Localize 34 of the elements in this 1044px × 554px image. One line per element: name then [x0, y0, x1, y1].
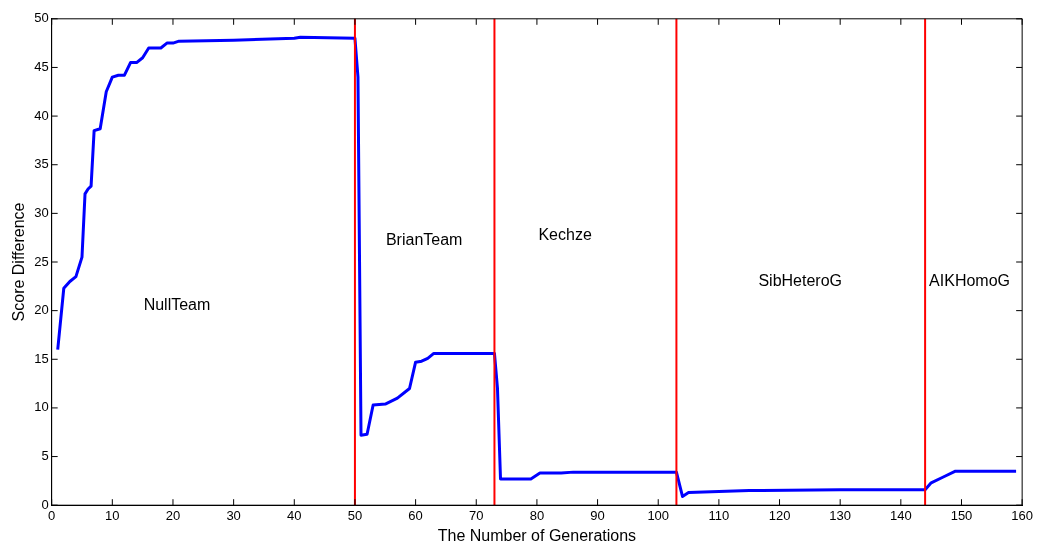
x-axis-title: The Number of Generations — [437, 526, 637, 544]
y-axis-title: Score Difference — [10, 202, 28, 322]
x-tick-label: 40 — [287, 507, 302, 523]
y-tick-label: 50 — [34, 10, 49, 26]
annotation: AIKHomoG — [929, 271, 1011, 289]
annotation: NullTeam — [143, 296, 211, 314]
annotation: Kechze — [538, 225, 592, 243]
y-tick-label: 45 — [34, 59, 49, 75]
x-tick-label: 10 — [105, 507, 120, 523]
x-tick-label: 90 — [590, 507, 605, 523]
y-tick-label: 10 — [34, 399, 49, 415]
y-tick-label: 20 — [34, 302, 49, 318]
x-tick-label: 70 — [469, 507, 484, 523]
x-tick-label: 100 — [647, 507, 670, 523]
y-tick-label: 5 — [41, 448, 49, 464]
y-tick-label: 0 — [41, 496, 49, 512]
y-tick-label: 15 — [34, 350, 49, 366]
y-tick-label: 35 — [34, 156, 49, 172]
x-tick-label: 80 — [529, 507, 545, 523]
x-tick-label: 140 — [889, 507, 912, 523]
x-tick-label: 160 — [1011, 507, 1034, 523]
x-tick-label: 50 — [347, 507, 363, 523]
x-tick-label: 150 — [950, 507, 973, 523]
annotation: BrianTeam — [385, 230, 463, 248]
x-tick-label: 130 — [829, 507, 852, 523]
annotation: SibHeteroG — [758, 271, 843, 289]
y-tick-label: 25 — [34, 253, 49, 269]
x-tick-label: 120 — [768, 507, 791, 523]
x-tick-label: 20 — [165, 507, 181, 523]
x-tick-label: 30 — [226, 507, 241, 523]
y-tick-label: 30 — [34, 204, 49, 220]
x-tick-label: 60 — [408, 507, 423, 523]
x-tick-label: 110 — [708, 507, 730, 523]
y-tick-label: 40 — [34, 107, 49, 123]
